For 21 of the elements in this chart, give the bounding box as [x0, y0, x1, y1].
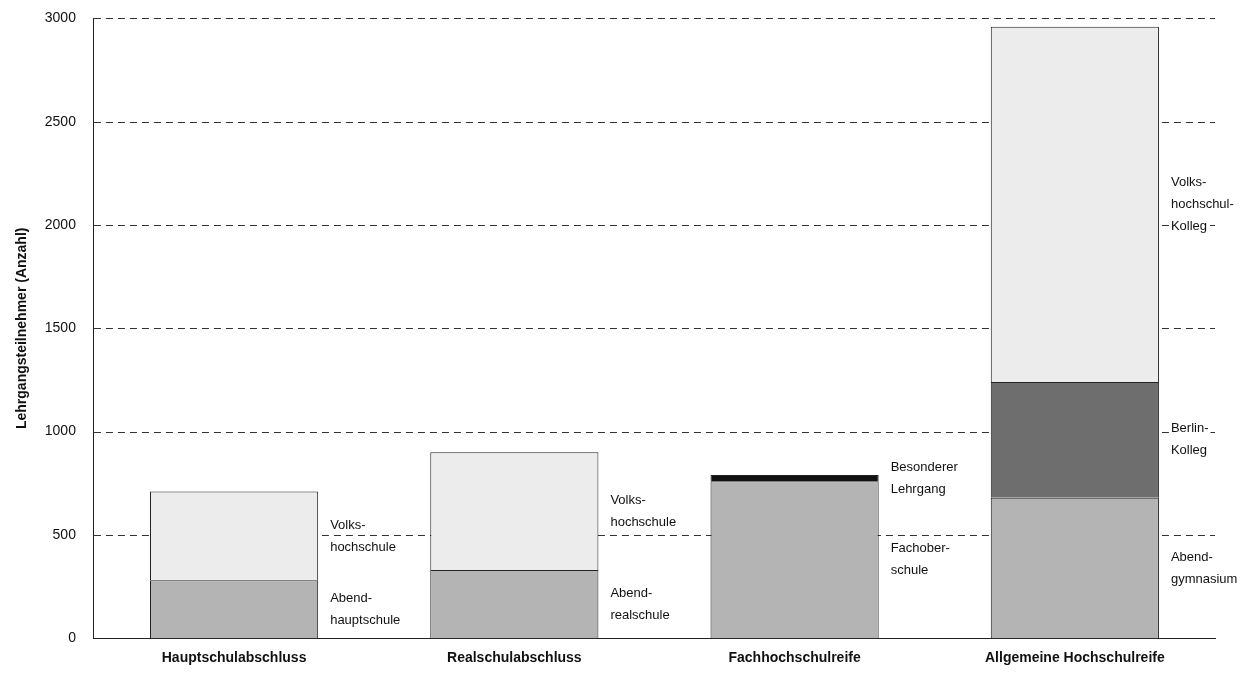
- y-tick-label: 2000: [44, 215, 77, 232]
- x-tick-label: Fachhochschulreife: [728, 649, 861, 666]
- y-tick-label: 1000: [44, 422, 77, 439]
- x-tick-label: Realschulabschluss: [447, 649, 582, 666]
- text: Volks- hochschule: [610, 491, 677, 529]
- y-tick-label: 3000: [44, 9, 77, 26]
- x-tick-label: Hauptschulabschluss: [161, 649, 307, 666]
- series-label: Abend- hauptschule: [330, 589, 401, 627]
- series-label: Volks- hochschule: [330, 516, 396, 554]
- series-label: Abend- gymnasium: [1170, 548, 1238, 586]
- x-tick-label: Allgemeine Hochschulreife: [985, 649, 1165, 666]
- y-tick-label: 2500: [44, 112, 77, 129]
- y-tick-label: 1500: [44, 319, 77, 336]
- series-label: Volks- hochschul- Kolleg: [1170, 173, 1234, 233]
- y-tick-label: 0: [68, 629, 77, 646]
- series-label: Fachober- schule: [890, 540, 950, 578]
- series-label: Abend- realschule: [610, 584, 670, 622]
- series-label: Besonderer Lehrgang: [890, 458, 959, 496]
- series-label: Berlin- Kolleg: [1170, 420, 1209, 458]
- y-tick-label: 500: [52, 525, 77, 542]
- y-axis-title: Lehrgangsteilnehmer (Anzahl): [13, 227, 30, 430]
